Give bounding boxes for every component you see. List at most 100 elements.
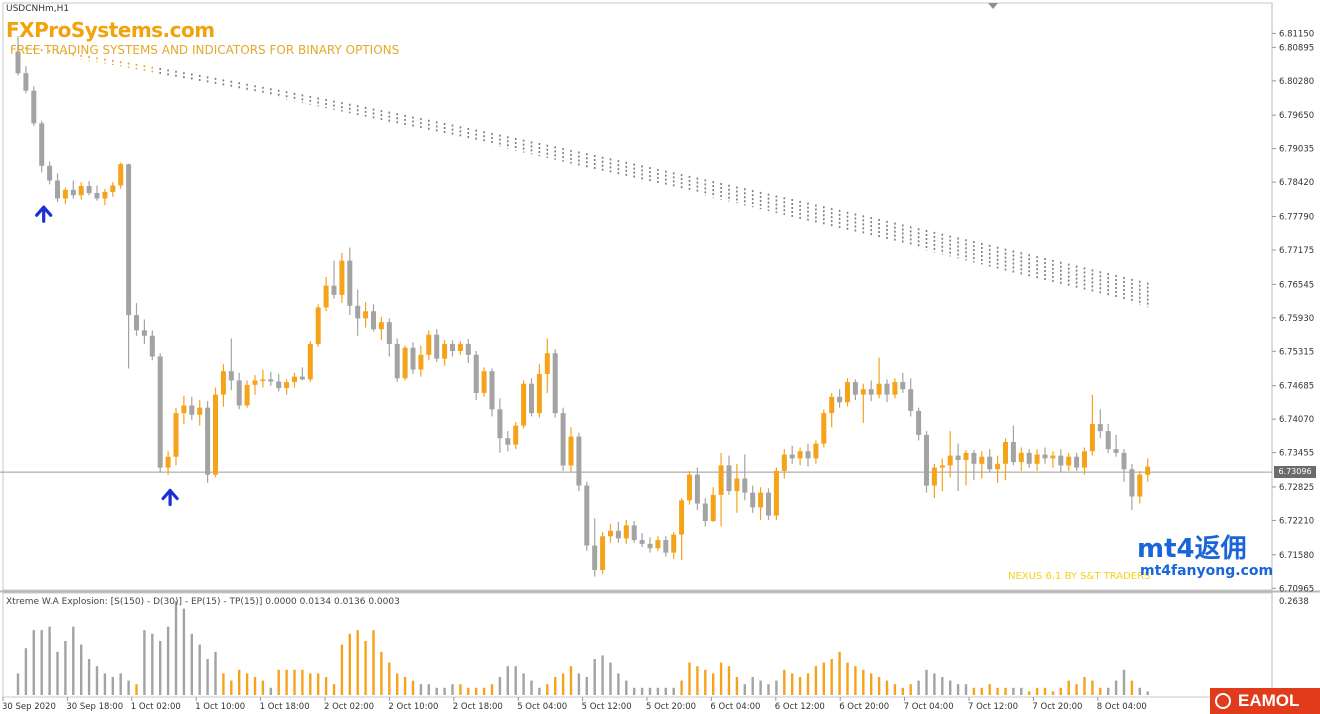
candle-body xyxy=(639,540,645,544)
buy-arrow-icon xyxy=(35,205,53,223)
candle xyxy=(718,452,724,527)
candle-body xyxy=(442,343,448,359)
candle xyxy=(1089,394,1095,456)
candle-body xyxy=(1010,442,1016,463)
x-tick-label: 30 Sep 2020 xyxy=(2,702,56,712)
candle-body xyxy=(916,410,922,435)
candle xyxy=(15,36,21,76)
candle xyxy=(876,357,882,399)
y-tick-label: 6.79650 xyxy=(1279,111,1314,121)
candle xyxy=(126,163,132,369)
watermark-logo: mt4返佣 xyxy=(1137,534,1247,564)
candle-body xyxy=(876,383,882,395)
candle xyxy=(995,455,1001,483)
candle-body xyxy=(315,307,321,344)
candle xyxy=(426,330,432,361)
candle xyxy=(339,252,345,304)
candle xyxy=(347,247,353,316)
candle-body xyxy=(615,530,621,539)
candle-body xyxy=(837,396,843,403)
y-tick-label: 6.74685 xyxy=(1279,382,1314,392)
candle-body xyxy=(797,451,803,459)
candle-body xyxy=(860,389,866,395)
candle-body xyxy=(1121,452,1127,470)
candle-body xyxy=(852,382,858,395)
candle xyxy=(939,458,945,492)
candle xyxy=(813,440,819,464)
candle xyxy=(450,340,455,357)
candle-body xyxy=(758,492,764,508)
candle-body xyxy=(189,405,195,415)
candle xyxy=(536,364,542,418)
candle-body xyxy=(197,407,203,415)
candle-body xyxy=(299,376,305,380)
sub-y-tick-label: 0.2638 xyxy=(1279,597,1309,607)
x-tick-label: 2 Oct 18:00 xyxy=(453,702,503,712)
candle xyxy=(663,536,669,557)
x-tick-label: 1 Oct 18:00 xyxy=(260,702,310,712)
candle-body xyxy=(457,343,463,352)
candle xyxy=(268,371,274,386)
candle-body xyxy=(394,343,400,379)
candle-body xyxy=(134,315,139,331)
candle xyxy=(236,372,242,410)
candle-body xyxy=(702,503,708,521)
brand-title: FXProSystems.com xyxy=(6,18,215,42)
candle-body xyxy=(663,540,669,553)
candle xyxy=(860,383,866,423)
candle-body xyxy=(1089,424,1095,452)
candle xyxy=(149,330,155,361)
candle-body xyxy=(141,330,147,336)
candle xyxy=(497,398,503,453)
candle xyxy=(157,353,163,472)
candle xyxy=(465,339,471,364)
candle-body xyxy=(220,371,226,395)
candle xyxy=(55,173,60,203)
candle-body xyxy=(402,347,408,379)
candle-body xyxy=(971,452,977,464)
candle-body xyxy=(426,334,432,355)
candle xyxy=(1129,463,1135,511)
indicator-histogram xyxy=(16,601,1149,695)
candle-body xyxy=(118,164,124,186)
candle-body xyxy=(386,322,392,344)
candle xyxy=(576,432,582,492)
candle-body xyxy=(284,382,290,389)
candle-body xyxy=(1018,452,1024,463)
candle xyxy=(402,345,408,381)
buy-arrow-icon xyxy=(161,488,179,507)
chart-shift-marker[interactable] xyxy=(988,3,998,9)
candle xyxy=(1113,434,1119,457)
candle xyxy=(600,531,606,575)
candle-body xyxy=(1003,442,1008,464)
eamol-icon xyxy=(1215,693,1231,709)
candle xyxy=(39,120,45,173)
candle xyxy=(671,531,677,560)
candle-body xyxy=(244,384,250,406)
y-tick-label: 6.77790 xyxy=(1279,212,1314,222)
candle xyxy=(31,86,37,127)
candle-body xyxy=(55,180,60,199)
y-tick-label: 6.71580 xyxy=(1279,551,1314,561)
candle xyxy=(134,303,139,336)
candle xyxy=(323,276,329,312)
candle xyxy=(292,372,297,388)
candle xyxy=(702,498,708,527)
candle-body xyxy=(1058,455,1064,466)
candle-body xyxy=(39,123,45,166)
candle-body xyxy=(1034,454,1040,464)
candle-body xyxy=(205,407,211,475)
y-tick-label: 6.76545 xyxy=(1279,280,1314,290)
candle xyxy=(734,463,740,513)
candle-body xyxy=(434,334,440,359)
candle-body xyxy=(260,379,266,381)
candle xyxy=(631,520,637,543)
candle-body xyxy=(750,492,756,508)
candle xyxy=(766,488,771,520)
candle-body xyxy=(979,456,985,464)
x-tick-label: 7 Oct 20:00 xyxy=(1032,702,1082,712)
candle-body xyxy=(1105,431,1111,450)
candle xyxy=(1042,447,1048,464)
candle-body xyxy=(908,389,914,411)
